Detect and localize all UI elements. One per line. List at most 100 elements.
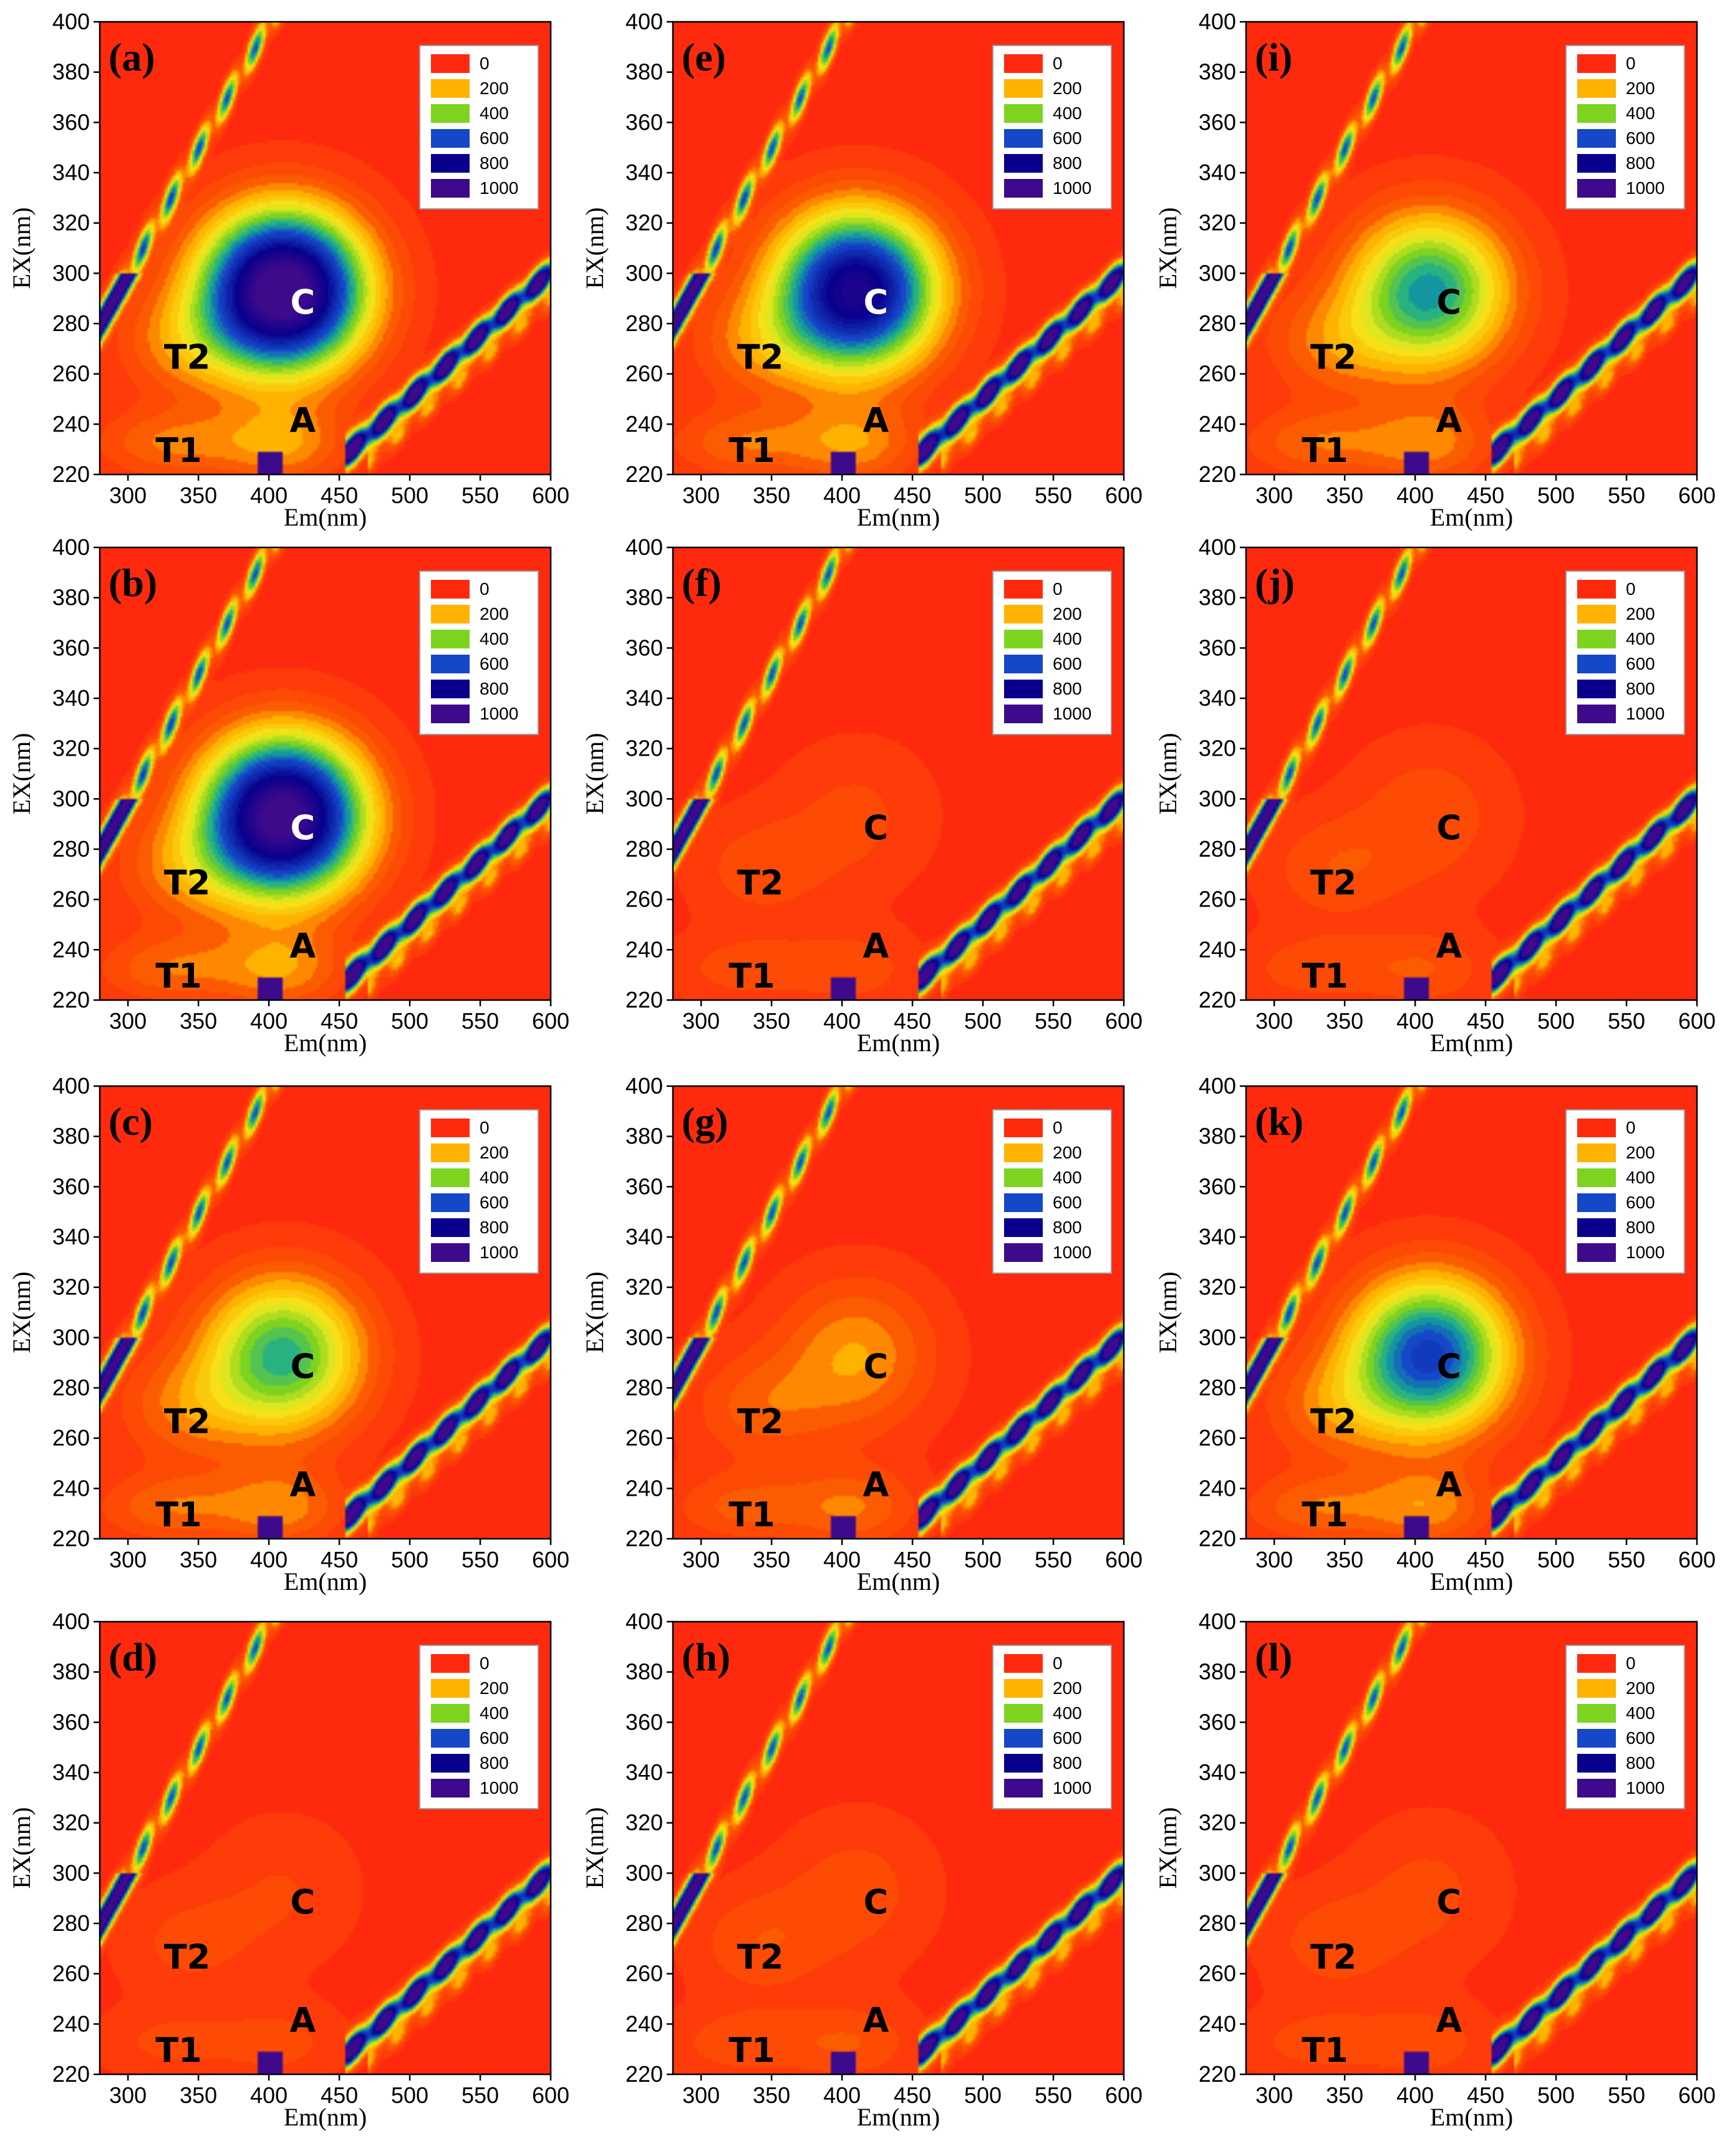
x-tick-label: 500: [964, 483, 1002, 508]
x-tick-label: 550: [461, 1008, 499, 1034]
y-axis-label: EX(nm): [581, 207, 609, 289]
peak-a-label: A: [1436, 400, 1462, 440]
y-axis-label: EX(nm): [1154, 1271, 1182, 1353]
peak-t2-label: T2: [737, 1402, 783, 1441]
legend-swatch: [431, 1143, 470, 1162]
x-tick-label: 600: [1678, 2082, 1716, 2108]
legend-swatch: [431, 1218, 470, 1237]
x-tick-label: 350: [1326, 1547, 1363, 1572]
x-tick-label: 600: [1678, 1008, 1716, 1034]
x-tick-label: 300: [1255, 2082, 1293, 2108]
x-tick-label: 400: [823, 1008, 861, 1034]
x-tick-label: 450: [321, 2082, 358, 2108]
y-tick-label: 320: [52, 1274, 90, 1300]
x-tick-label: 500: [1537, 483, 1575, 508]
y-tick-label: 240: [52, 411, 90, 436]
y-tick-label: 220: [52, 2061, 90, 2087]
x-tick-label: 600: [1105, 1547, 1143, 1572]
y-tick-label: 400: [1199, 1073, 1236, 1099]
x-tick-label: 350: [753, 483, 790, 508]
y-tick-label: 340: [1199, 1759, 1236, 1785]
y-axis-label: EX(nm): [581, 1271, 609, 1353]
y-tick-label: 280: [52, 310, 90, 336]
peak-t1-label: T1: [728, 1495, 775, 1534]
legend-label: 0: [480, 54, 490, 73]
legend-label: 0: [1626, 1118, 1636, 1137]
legend-swatch: [1577, 705, 1616, 723]
legend-label: 1000: [1053, 178, 1091, 198]
y-tick-label: 280: [52, 836, 90, 862]
x-tick-label: 300: [1255, 1008, 1293, 1034]
y-tick-label: 260: [626, 361, 663, 387]
y-tick-label: 300: [626, 786, 663, 811]
x-tick-label: 350: [180, 1547, 217, 1572]
y-tick-label: 400: [626, 1609, 663, 1634]
peak-t2-label: T2: [737, 864, 783, 903]
legend-swatch: [1004, 154, 1043, 173]
legend-label: 1000: [1053, 704, 1091, 723]
panel-e: 220 240 260 280 300 320 340 360 380 400 300 350 400 4…: [581, 9, 1143, 531]
y-tick-label: 240: [1199, 2011, 1236, 2036]
x-tick-label: 300: [682, 483, 720, 508]
y-tick-label: 340: [52, 1759, 90, 1785]
legend-swatch: [431, 655, 470, 673]
legend-swatch: [1577, 1679, 1616, 1698]
y-tick-label: 400: [1199, 1609, 1236, 1634]
legend-label: 1000: [1626, 178, 1665, 198]
legend-label: 200: [480, 79, 509, 98]
legend-label: 600: [1053, 128, 1082, 148]
plot-frame: [1245, 21, 1698, 476]
legend-swatch: [431, 1754, 470, 1773]
y-tick-label: 360: [626, 109, 663, 135]
legend-swatch: [1577, 680, 1616, 698]
y-tick-label: 300: [1199, 786, 1236, 811]
panel-letter: (l): [1255, 1635, 1292, 1679]
peak-t2-label: T2: [1310, 1938, 1356, 1977]
legend-swatch: [1004, 605, 1043, 623]
legend-swatch: [1577, 129, 1616, 148]
panel-letter: (i): [1255, 35, 1292, 79]
peak-t1-label: T1: [155, 956, 201, 996]
x-axis-label: Em(nm): [1430, 503, 1513, 531]
legend-swatch: [1577, 1779, 1616, 1797]
x-tick-label: 600: [532, 2082, 569, 2108]
legend-label: 200: [480, 1143, 509, 1162]
y-tick-label: 280: [626, 1375, 663, 1400]
legend-label: 800: [1626, 1753, 1655, 1773]
y-tick-label: 300: [1199, 1324, 1236, 1350]
legend-swatch: [1004, 1119, 1043, 1137]
panel-letter: (b): [109, 561, 157, 605]
legend-label: 1000: [1626, 1243, 1665, 1262]
x-tick-label: 600: [1678, 483, 1716, 508]
legend-swatch: [1577, 1754, 1616, 1773]
peak-a-label: A: [1436, 926, 1462, 965]
x-tick-label: 400: [823, 1547, 861, 1572]
peak-t1-label: T1: [155, 2031, 201, 2070]
panel-letter: (c): [109, 1099, 153, 1143]
legend-label: 400: [1626, 103, 1655, 123]
y-axis-label: EX(nm): [7, 1271, 36, 1353]
peak-a-label: A: [289, 2000, 316, 2039]
y-tick-label: 240: [626, 2011, 663, 2036]
y-tick-label: 340: [626, 1759, 663, 1785]
legend-label: 0: [1626, 579, 1636, 599]
y-tick-label: 380: [52, 1659, 90, 1685]
legend-swatch: [1004, 1704, 1043, 1723]
panel-letter: (f): [682, 561, 722, 605]
panel-letter: (a): [109, 35, 155, 79]
legend-swatch: [1004, 580, 1043, 599]
legend-label: 200: [1053, 1678, 1082, 1698]
y-tick-label: 280: [1199, 1375, 1236, 1400]
y-axis-label: EX(nm): [581, 733, 609, 814]
y-tick-label: 260: [626, 1961, 663, 1986]
y-tick-label: 260: [1199, 887, 1236, 912]
peak-a-label: A: [863, 926, 889, 965]
y-tick-label: 380: [1199, 59, 1236, 85]
peak-t2-label: T2: [1310, 864, 1356, 903]
y-axis-label: EX(nm): [581, 1807, 609, 1889]
panel-j: 220 240 260 280 300 320 340 360 380 400 300 350 400 4…: [1154, 534, 1716, 1057]
y-tick-label: 280: [52, 1910, 90, 1936]
y-axis-label: EX(nm): [7, 1807, 36, 1889]
legend-label: 800: [1053, 1753, 1082, 1773]
x-tick-label: 300: [109, 1547, 147, 1572]
